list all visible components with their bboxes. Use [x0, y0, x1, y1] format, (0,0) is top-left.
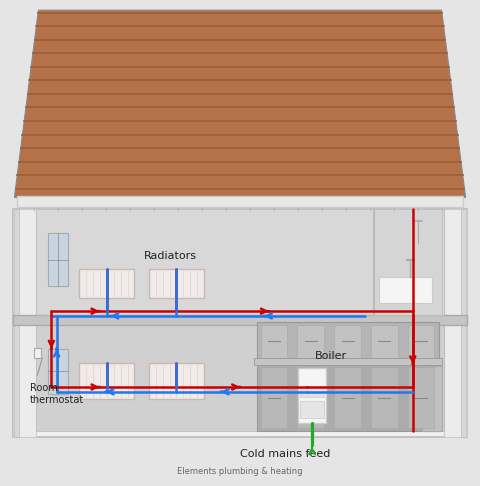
- Bar: [461, 209, 466, 437]
- Bar: [371, 325, 397, 358]
- Bar: [17, 196, 463, 207]
- Bar: [79, 269, 134, 298]
- Bar: [371, 367, 397, 428]
- Text: Radiators: Radiators: [144, 251, 197, 261]
- Bar: [48, 233, 68, 286]
- Bar: [300, 387, 324, 397]
- Text: Elements plumbing & heating: Elements plumbing & heating: [177, 467, 303, 476]
- Bar: [298, 367, 324, 428]
- Bar: [36, 323, 444, 431]
- Bar: [408, 367, 434, 428]
- Bar: [422, 366, 442, 431]
- Text: Room
thermostat: Room thermostat: [30, 383, 84, 405]
- Bar: [261, 325, 287, 358]
- Bar: [79, 363, 134, 399]
- Bar: [36, 209, 444, 317]
- Bar: [34, 347, 41, 358]
- Bar: [374, 209, 442, 315]
- Bar: [13, 209, 467, 437]
- Bar: [257, 322, 439, 361]
- Bar: [13, 209, 36, 437]
- Bar: [14, 209, 19, 437]
- Bar: [261, 367, 287, 428]
- Bar: [149, 363, 204, 399]
- Bar: [254, 358, 442, 365]
- Bar: [300, 401, 324, 418]
- Bar: [298, 325, 324, 358]
- Bar: [257, 364, 439, 431]
- Bar: [335, 367, 361, 428]
- Bar: [379, 277, 432, 303]
- Bar: [444, 209, 467, 437]
- Bar: [13, 315, 467, 325]
- Bar: [0, 437, 480, 483]
- Bar: [298, 368, 326, 423]
- Bar: [408, 325, 434, 358]
- Bar: [149, 269, 204, 298]
- Polygon shape: [14, 10, 466, 197]
- Bar: [335, 325, 361, 358]
- Text: Boiler: Boiler: [314, 350, 347, 361]
- Text: Cold mains feed: Cold mains feed: [240, 450, 331, 459]
- Bar: [48, 348, 68, 394]
